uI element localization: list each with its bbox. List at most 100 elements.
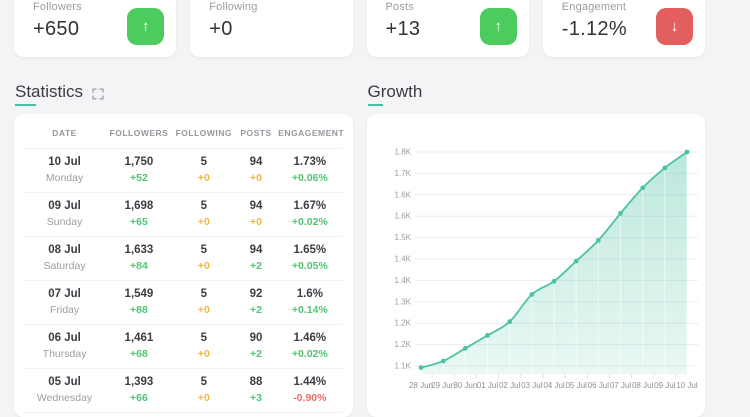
- svg-text:1.2K: 1.2K: [394, 319, 411, 328]
- summary-cards-row: Followers +650 ↑ Following +0 Posts +13 …: [14, 0, 705, 57]
- row-posts: 88: [234, 376, 278, 388]
- row-engagement: 1.73%: [278, 156, 341, 168]
- table-row: 04 Jul Tuesday 1,327 +43 5 +0 85 +1 2.34…: [25, 413, 342, 417]
- row-followers: 1,549: [104, 288, 174, 300]
- row-followers: 1,750: [104, 156, 174, 168]
- row-engagement: 1.67%: [278, 200, 341, 212]
- svg-text:1.6K: 1.6K: [394, 212, 411, 221]
- card-value: +0: [209, 18, 338, 41]
- table-row: 06 Jul Thursday 1,461 +68 5 +0 90 +2 1.4…: [25, 325, 342, 369]
- svg-text:1.6K: 1.6K: [394, 190, 411, 199]
- svg-text:1.4K: 1.4K: [394, 276, 411, 285]
- column-header-followers: FOLLOWERS: [104, 115, 174, 149]
- row-posts: 94: [234, 244, 278, 256]
- row-posts: 92: [234, 288, 278, 300]
- row-following-delta: +0: [174, 392, 234, 404]
- row-engagement: 1.44%: [278, 376, 341, 388]
- statistics-title[interactable]: Statistics: [15, 82, 83, 102]
- row-followers: 1,461: [104, 332, 174, 344]
- svg-text:08 Jul: 08 Jul: [631, 381, 653, 390]
- card-label: Following: [209, 1, 338, 13]
- row-engagement: 1.6%: [278, 288, 341, 300]
- table-row: 10 Jul Monday 1,750 +52 5 +0 94 +0 1.73%…: [25, 149, 342, 193]
- row-posts-delta: +0: [234, 172, 278, 184]
- row-posts: 90: [234, 332, 278, 344]
- row-following: 5: [174, 244, 234, 256]
- statistics-table: DATE FOLLOWERS FOLLOWING POSTS ENGAGEMEN…: [25, 115, 342, 417]
- row-date: 10 Jul: [25, 156, 104, 168]
- row-weekday: Monday: [25, 172, 104, 184]
- svg-text:1.2K: 1.2K: [394, 340, 411, 349]
- column-header-posts: POSTS: [234, 115, 278, 149]
- row-date: 07 Jul: [25, 288, 104, 300]
- svg-text:10 Jul: 10 Jul: [676, 381, 698, 390]
- row-engagement-delta: +0.05%: [278, 260, 341, 272]
- svg-text:1.4K: 1.4K: [394, 255, 411, 264]
- row-followers-delta: +66: [104, 392, 174, 404]
- row-followers-delta: +84: [104, 260, 174, 272]
- row-posts: 94: [234, 156, 278, 168]
- trend-up-icon[interactable]: ↑: [480, 8, 517, 45]
- row-followers: 1,698: [104, 200, 174, 212]
- row-posts-delta: +2: [234, 348, 278, 360]
- svg-text:03 Jul: 03 Jul: [521, 381, 543, 390]
- row-weekday: Thursday: [25, 348, 104, 360]
- row-engagement: 1.65%: [278, 244, 341, 256]
- row-followers: 1,393: [104, 376, 174, 388]
- svg-text:05 Jul: 05 Jul: [565, 381, 587, 390]
- summary-card-following: Following +0: [190, 0, 352, 57]
- svg-text:1.5K: 1.5K: [394, 233, 411, 242]
- row-engagement: 1.46%: [278, 332, 341, 344]
- svg-text:28 Jun: 28 Jun: [408, 381, 432, 390]
- row-engagement-delta: +0.02%: [278, 348, 341, 360]
- row-following: 5: [174, 156, 234, 168]
- row-following: 5: [174, 200, 234, 212]
- row-weekday: Saturday: [25, 260, 104, 272]
- row-following-delta: +0: [174, 348, 234, 360]
- svg-text:04 Jul: 04 Jul: [543, 381, 565, 390]
- summary-card-followers: Followers +650 ↑: [14, 0, 176, 57]
- row-followers: 1,633: [104, 244, 174, 256]
- column-header-engagement: ENGAGEMENT: [278, 115, 341, 149]
- table-row: 07 Jul Friday 1,549 +88 5 +0 92 +2 1.6% …: [25, 281, 342, 325]
- summary-card-posts: Posts +13 ↑: [367, 0, 529, 57]
- row-posts-delta: +0: [234, 216, 278, 228]
- growth-header: Growth: [368, 82, 706, 102]
- trend-down-icon[interactable]: ↓: [656, 8, 693, 45]
- row-engagement-delta: +0.06%: [278, 172, 341, 184]
- svg-text:1.1K: 1.1K: [394, 362, 411, 371]
- row-weekday: Sunday: [25, 216, 104, 228]
- trend-up-icon[interactable]: ↑: [127, 8, 164, 45]
- svg-text:29 Jun: 29 Jun: [431, 381, 455, 390]
- row-date: 05 Jul: [25, 376, 104, 388]
- table-header-row: DATE FOLLOWERS FOLLOWING POSTS ENGAGEMEN…: [25, 115, 342, 149]
- growth-title[interactable]: Growth: [368, 82, 423, 102]
- row-following: 5: [174, 288, 234, 300]
- row-followers-delta: +68: [104, 348, 174, 360]
- row-following: 5: [174, 376, 234, 388]
- row-weekday: Wednesday: [25, 392, 104, 404]
- table-row: 05 Jul Wednesday 1,393 +66 5 +0 88 +3 1.…: [25, 369, 342, 413]
- row-weekday: Friday: [25, 304, 104, 316]
- row-followers-delta: +65: [104, 216, 174, 228]
- column-header-date: DATE: [25, 115, 104, 149]
- stats-table-body: 10 Jul Monday 1,750 +52 5 +0 94 +0 1.73%…: [25, 149, 342, 417]
- svg-text:09 Jul: 09 Jul: [654, 381, 676, 390]
- row-engagement-delta: -0.90%: [278, 392, 341, 404]
- row-posts-delta: +2: [234, 304, 278, 316]
- sections-row: Statistics DATE FOLLOWERS FOLLOWING: [14, 82, 705, 417]
- statistics-header: Statistics: [15, 82, 353, 102]
- row-engagement-delta: +0.14%: [278, 304, 341, 316]
- row-date: 06 Jul: [25, 332, 104, 344]
- row-following: 5: [174, 332, 234, 344]
- row-following-delta: +0: [174, 260, 234, 272]
- svg-text:01 Jul: 01 Jul: [476, 381, 498, 390]
- row-posts: 94: [234, 200, 278, 212]
- svg-text:07 Jul: 07 Jul: [609, 381, 631, 390]
- expand-icon[interactable]: [92, 88, 104, 100]
- statistics-section: Statistics DATE FOLLOWERS FOLLOWING: [14, 82, 353, 417]
- row-following-delta: +0: [174, 172, 234, 184]
